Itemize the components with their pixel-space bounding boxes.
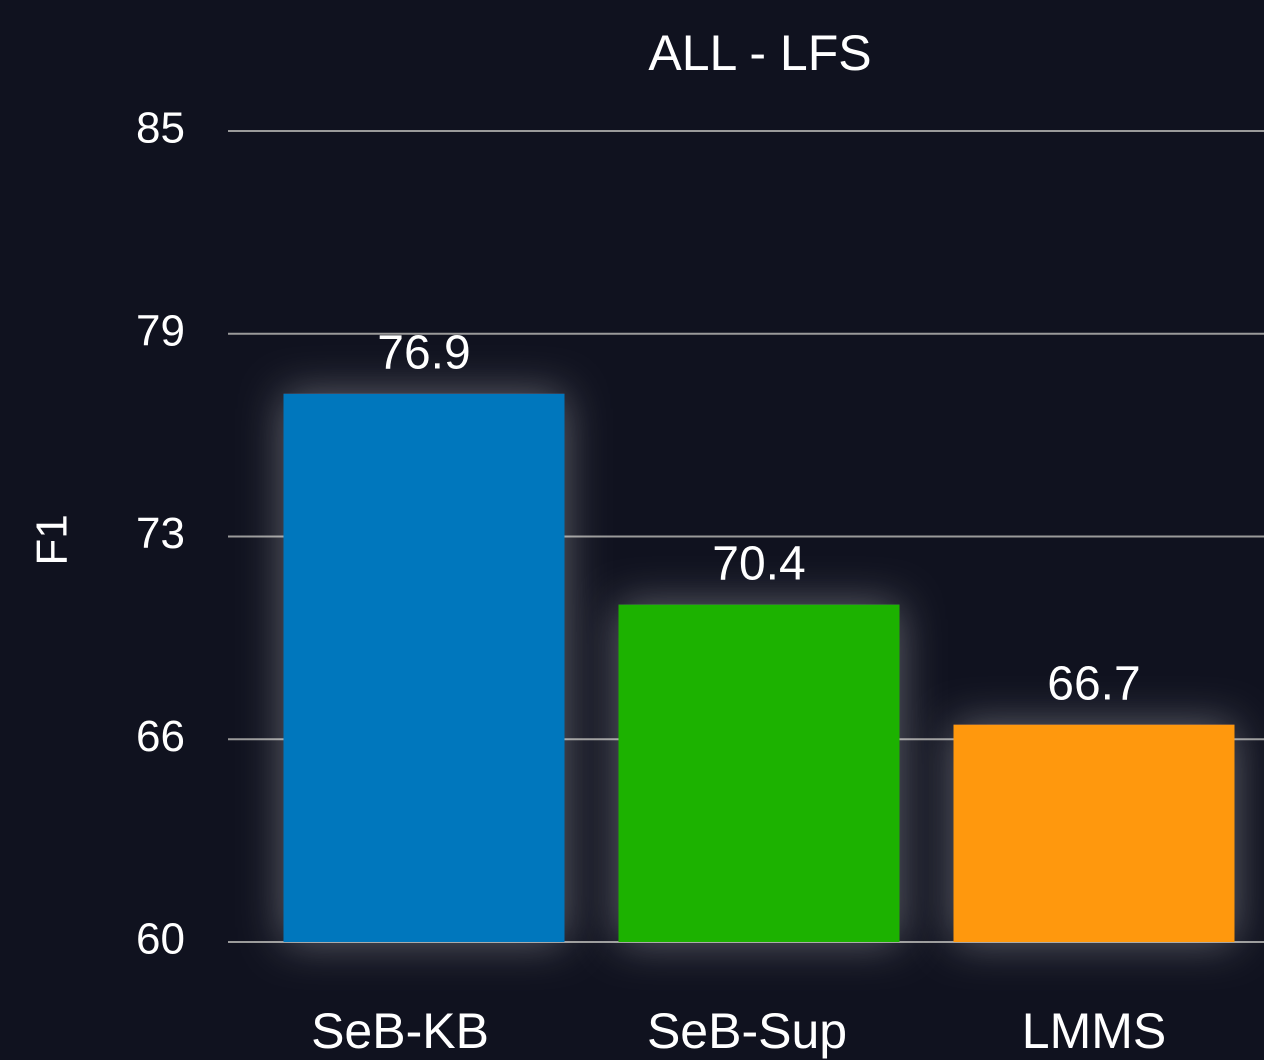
value-label: 66.7 bbox=[1047, 657, 1140, 710]
y-tick-label: 66 bbox=[136, 712, 185, 761]
value-label: 70.4 bbox=[712, 537, 805, 590]
bar bbox=[618, 604, 900, 942]
chart-title: ALL - LFS bbox=[648, 25, 871, 81]
x-tick-label: SeB-Sup bbox=[647, 1003, 847, 1059]
bar bbox=[953, 724, 1235, 942]
bar bbox=[283, 393, 565, 942]
value-label: 76.9 bbox=[377, 326, 470, 379]
y-axis-label: F1 bbox=[28, 514, 77, 565]
y-tick-label: 85 bbox=[136, 104, 185, 153]
y-tick-label: 79 bbox=[136, 306, 185, 355]
x-tick-label: LMMS bbox=[1022, 1003, 1166, 1059]
x-tick-label: SeB-KB bbox=[311, 1003, 489, 1059]
y-tick-label: 60 bbox=[136, 915, 185, 964]
y-tick-label: 73 bbox=[136, 509, 185, 558]
